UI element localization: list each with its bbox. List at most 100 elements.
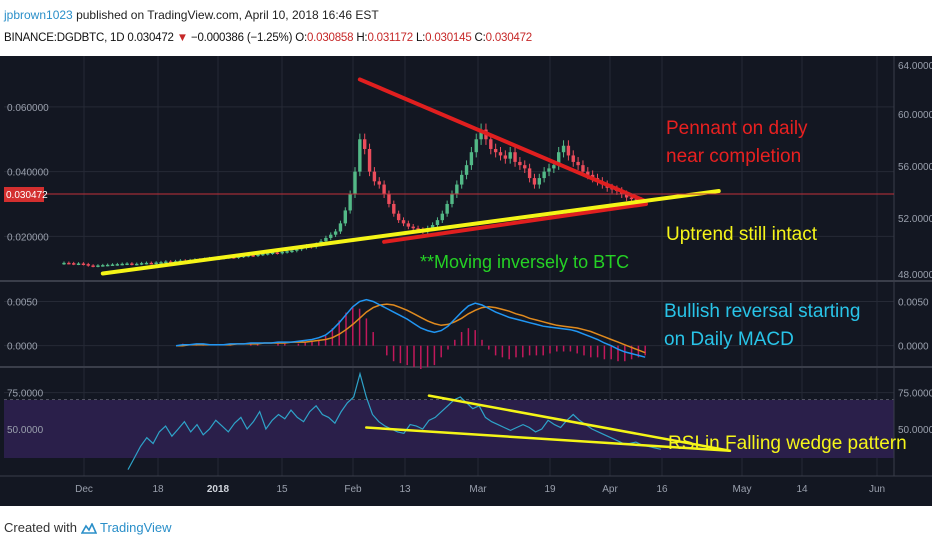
open-value: 0.030858	[306, 32, 354, 44]
time-tick-label: 13	[399, 484, 411, 495]
candle-body	[91, 265, 95, 267]
candle-body	[527, 168, 532, 179]
candle-body	[450, 194, 454, 204]
macd-annotation-line2: on Daily MACD	[664, 329, 794, 350]
candle-body	[363, 139, 367, 149]
macd-tick-label: 0.0000	[7, 342, 38, 353]
candle-body	[275, 252, 280, 254]
candle-body	[280, 251, 284, 254]
chart-svg[interactable]: 0.020000 0.040000 0.060000 48.0000 52.0000 5…	[0, 56, 932, 506]
candle-body	[401, 220, 406, 224]
price-tick-label: 0.060000	[7, 103, 49, 114]
candle-body	[62, 262, 66, 265]
author-link[interactable]: jpbrown1023	[4, 8, 73, 22]
change-value: −0.000386 (−1.25%)	[190, 32, 293, 44]
time-tick-label: 14	[796, 484, 808, 495]
candle-body	[256, 254, 260, 256]
high-label: H:	[356, 32, 368, 44]
low-value: 0.030145	[425, 32, 472, 44]
candle-body	[396, 213, 401, 221]
price-tick-label: 0.020000	[7, 232, 49, 243]
time-tick-label: Apr	[602, 484, 618, 495]
candle-body	[353, 171, 357, 195]
candle-body	[333, 231, 338, 235]
price-trendline	[100, 189, 721, 276]
time-tick-label: 2018	[207, 484, 230, 495]
time-tick-label: Dec	[75, 484, 93, 495]
high-value: 0.031172	[367, 32, 413, 44]
uptrend-annotation: Uptrend still intact	[666, 224, 818, 245]
candle-body	[149, 262, 153, 265]
footer: Created with TradingView	[0, 506, 932, 550]
tradingview-logo-icon	[80, 521, 97, 534]
symbol-quote-line: BINANCE:DGDBTC, 1D 0.030472 ▼ −0.000386 …	[4, 32, 532, 44]
time-tick-label: Feb	[344, 484, 362, 495]
publish-header: jpbrown1023 published on TradingView.com…	[0, 0, 932, 56]
candle-body	[464, 165, 469, 175]
pane-dividers	[0, 56, 932, 477]
chart-area[interactable]: 0.020000 0.040000 0.060000 48.0000 52.0000 5…	[0, 56, 932, 506]
candle-body	[67, 262, 71, 265]
candle-body	[338, 223, 343, 232]
candle-body	[411, 226, 415, 229]
rsi-tick-label-right: 75.0000	[898, 389, 932, 400]
pennant-annotation-line1: Pennant on daily	[666, 118, 808, 139]
candle-body	[101, 265, 105, 267]
rsi-tick-label: 75.0000	[7, 389, 44, 400]
candle-body	[503, 155, 508, 159]
candle-body	[377, 181, 381, 185]
right-tick-label: 56.0000	[898, 162, 932, 173]
candle-body	[164, 261, 168, 264]
rsi-trendline	[427, 394, 732, 453]
candle-body	[144, 262, 149, 265]
candle-body	[435, 220, 440, 225]
candle-body	[270, 252, 275, 254]
candle-body	[557, 152, 561, 166]
candle-body	[489, 139, 493, 149]
macd-axis: 0.0000 0.0000 0.0050 0.0050	[7, 297, 929, 352]
candle-body	[115, 264, 120, 266]
candle-body	[81, 263, 86, 265]
candle-body	[105, 264, 110, 267]
right-tick-label: 60.0000	[898, 110, 932, 121]
candle-body	[518, 161, 522, 166]
candle-body	[329, 234, 333, 238]
candle-body	[474, 139, 478, 153]
candle-body	[251, 255, 255, 257]
publish-info: jpbrown1023 published on TradingView.com…	[4, 8, 379, 22]
macd-main-line	[175, 298, 646, 358]
candle-body	[343, 210, 347, 224]
candle-body	[445, 203, 449, 214]
close-label: C:	[474, 32, 486, 44]
candle-body	[295, 249, 299, 251]
rsi-band	[4, 399, 894, 459]
candle-body	[479, 129, 483, 140]
candle-body	[513, 152, 517, 162]
candle-body	[576, 161, 580, 166]
current-price-label: 0.030472	[6, 190, 48, 201]
time-tick-label: 15	[276, 484, 288, 495]
close-value: 0.030472	[485, 32, 533, 44]
macd-lines	[175, 298, 646, 358]
candle-body	[110, 264, 115, 266]
time-tick-label: 18	[152, 484, 164, 495]
candle-body	[430, 225, 435, 229]
low-label: L:	[415, 32, 426, 44]
candle-body	[358, 139, 362, 172]
candle-body	[382, 184, 386, 195]
candle-body	[392, 203, 396, 214]
time-tick-label: 19	[544, 484, 556, 495]
candle-body	[348, 194, 352, 211]
price-trendlines	[100, 77, 721, 276]
candle-body	[261, 253, 265, 256]
candle-body	[547, 168, 551, 172]
time-tick-label: Jun	[869, 484, 885, 495]
candle-body	[159, 262, 163, 264]
candle-body	[324, 237, 328, 242]
macd-tick-label: 0.0050	[7, 297, 38, 308]
inverse-btc-annotation: **Moving inversely to BTC	[420, 252, 629, 272]
tradingview-brand[interactable]: TradingView	[100, 520, 172, 535]
time-tick-label: Mar	[469, 484, 487, 495]
candle-body	[266, 253, 270, 255]
price-trendline	[382, 201, 648, 244]
